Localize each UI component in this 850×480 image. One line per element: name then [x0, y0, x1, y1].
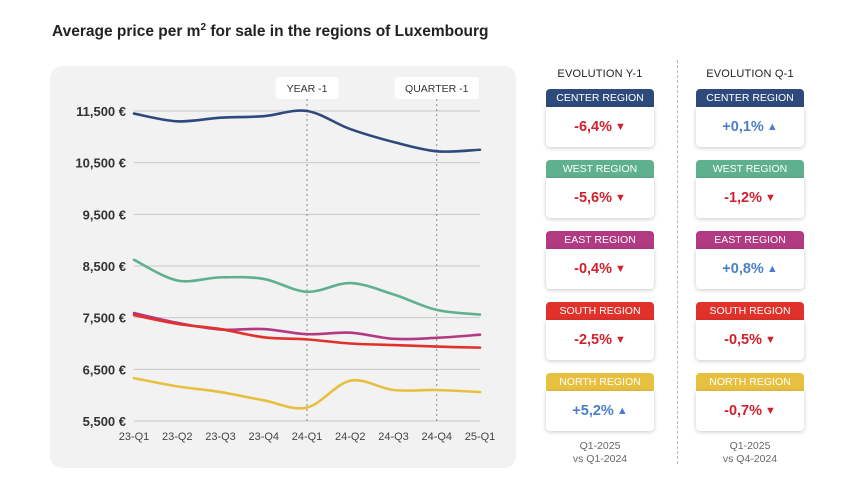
chart-panel: 5,500 € 6,500 € 7,500 € 8,500 € 9,500 € 10,50… [50, 66, 516, 468]
arrow-down-icon: ▼ [615, 192, 626, 204]
card-quarter-center: CENTER REGION +0,1% ▲ [696, 89, 804, 147]
arrow-down-icon: ▼ [615, 334, 626, 346]
card-region-label: WEST REGION [696, 160, 804, 178]
arrow-down-icon: ▼ [615, 121, 626, 133]
card-quarter-north: NORTH REGION -0,7% ▼ [696, 373, 804, 431]
x-tick-label: 24-Q1 [292, 431, 323, 443]
annotation-label-box [394, 77, 479, 99]
annotation-label: QUARTER -1 [405, 83, 469, 95]
x-tick-label: 23-Q2 [162, 431, 193, 443]
card-region-label: EAST REGION [696, 231, 804, 249]
y-tick-label: 9,500 € [83, 207, 126, 222]
column-header-year: EVOLUTION Y-1 [557, 68, 643, 80]
column-footnote-quarter: Q1-2025 vs Q4-2024 [690, 440, 810, 466]
card-quarter-west: WEST REGION -1,2% ▼ [696, 160, 804, 218]
card-percent: +0,8% [722, 261, 764, 277]
card-quarter-east: EAST REGION +0,8% ▲ [696, 231, 804, 289]
card-percent: +5,2% [572, 403, 614, 419]
arrow-down-icon: ▼ [765, 192, 776, 204]
series-line-center [132, 109, 482, 153]
price-line-chart: 5,500 € 6,500 € 7,500 € 8,500 € 9,500 € 10,50… [75, 77, 496, 443]
card-value: -2,5% ▼ [546, 320, 654, 360]
card-year-west: WEST REGION -5,6% ▼ [546, 160, 654, 218]
card-value: -5,6% ▼ [546, 178, 654, 218]
card-percent: -0,5% [724, 332, 762, 348]
card-region-label: WEST REGION [546, 160, 654, 178]
x-tick-label: 23-Q4 [248, 431, 279, 443]
series-line-north [132, 376, 482, 410]
x-tick-label: 25-Q1 [465, 431, 496, 443]
card-percent: -6,4% [574, 119, 612, 135]
card-value: -6,4% ▼ [546, 107, 654, 147]
series-line-west [132, 258, 482, 316]
card-region-label: SOUTH REGION [696, 302, 804, 320]
arrow-up-icon: ▲ [766, 121, 778, 133]
arrow-up-icon: ▲ [616, 405, 628, 417]
footnote-period: Q1-2025 [729, 440, 771, 452]
card-year-south: SOUTH REGION -2,5% ▼ [546, 302, 654, 360]
y-tick-label: 11,500 € [76, 104, 126, 119]
column-footnote-year: Q1-2025 vs Q1-2024 [540, 440, 660, 466]
card-percent: +0,1% [722, 119, 764, 135]
column-divider [677, 60, 678, 464]
footnote-period: Q1-2025 [579, 440, 621, 452]
footnote-comparison: vs Q1-2024 [572, 453, 628, 465]
card-value: -0,4% ▼ [546, 249, 654, 289]
card-quarter-south: SOUTH REGION -0,5% ▼ [696, 302, 804, 360]
card-year-east: EAST REGION -0,4% ▼ [546, 231, 654, 289]
card-percent: -0,4% [574, 261, 612, 277]
card-year-center: CENTER REGION -6,4% ▼ [546, 89, 654, 147]
card-region-label: EAST REGION [546, 231, 654, 249]
card-value: +0,8% ▲ [696, 249, 804, 289]
card-region-label: CENTER REGION [696, 89, 804, 107]
card-value: +5,2% ▲ [546, 391, 654, 431]
card-value: -1,2% ▼ [696, 178, 804, 218]
card-region-label: CENTER REGION [546, 89, 654, 107]
chart-title: Average price per m2 for sale in the reg… [52, 22, 489, 41]
card-percent: -5,6% [574, 190, 612, 206]
card-region-label: SOUTH REGION [546, 302, 654, 320]
x-tick-label: 24-Q4 [421, 431, 452, 443]
card-percent: -0,7% [724, 403, 762, 419]
x-tick-label: 23-Q1 [119, 431, 150, 443]
card-percent: -1,2% [724, 190, 762, 206]
footnote-comparison: vs Q4-2024 [722, 453, 778, 465]
arrow-down-icon: ▼ [615, 263, 626, 275]
card-percent: -2,5% [574, 332, 612, 348]
arrow-up-icon: ▲ [766, 263, 778, 275]
card-year-north: NORTH REGION +5,2% ▲ [546, 373, 654, 431]
card-value: -0,5% ▼ [696, 320, 804, 360]
card-region-label: NORTH REGION [546, 373, 654, 391]
x-tick-label: 24-Q3 [378, 431, 409, 443]
y-tick-label: 7,500 € [83, 311, 126, 326]
card-value: -0,7% ▼ [696, 391, 804, 431]
column-header-quarter: EVOLUTION Q-1 [706, 68, 794, 80]
y-tick-label: 10,500 € [75, 156, 126, 171]
x-tick-label: 23-Q3 [205, 431, 236, 443]
y-tick-label: 5,500 € [83, 414, 126, 429]
card-region-label: NORTH REGION [696, 373, 804, 391]
card-value: +0,1% ▲ [696, 107, 804, 147]
arrow-down-icon: ▼ [765, 405, 776, 417]
x-tick-label: 24-Q2 [335, 431, 366, 443]
annotation-label: YEAR -1 [287, 83, 328, 95]
arrow-down-icon: ▼ [765, 334, 776, 346]
y-tick-label: 8,500 € [83, 259, 126, 274]
annotation-label-box [275, 77, 339, 99]
series-line-south [132, 313, 482, 349]
y-tick-label: 6,500 € [83, 362, 126, 377]
